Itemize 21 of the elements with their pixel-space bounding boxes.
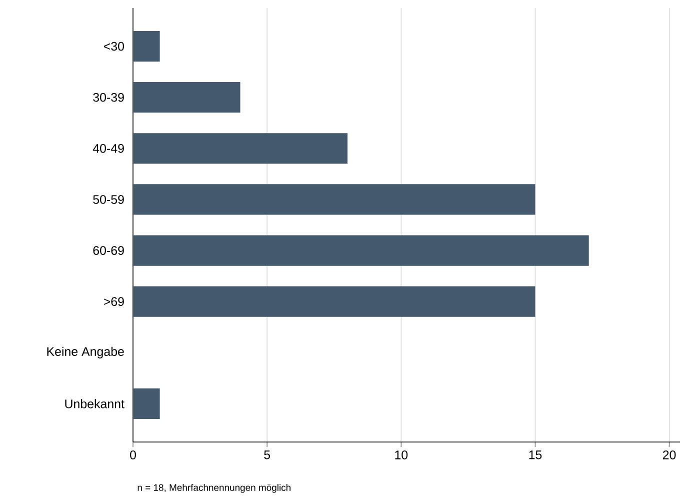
y-tick-label: Keine Angabe <box>47 346 124 358</box>
bar <box>133 30 160 62</box>
bar <box>133 388 160 420</box>
y-tick-label: <30 <box>104 42 124 51</box>
x-tick-label: 20 <box>662 450 676 460</box>
bar <box>133 82 240 113</box>
bar <box>133 133 348 164</box>
x-tick-label: 15 <box>529 450 542 460</box>
y-tick-label: 50-59 <box>93 195 124 204</box>
y-tick-label: 30-39 <box>93 92 124 102</box>
y-tick-label: >69 <box>104 297 124 306</box>
x-tick-label: 0 <box>130 450 136 460</box>
x-tick-label: 5 <box>264 450 270 460</box>
y-tick-label: 60-69 <box>93 246 124 255</box>
bar <box>133 235 589 266</box>
text: n = 18, Mehrfachnennungen möglich <box>138 484 290 493</box>
y-tick-label: 40-49 <box>92 144 124 153</box>
y-tick-label: Unbekannt <box>65 399 124 408</box>
x-tick-label: 10 <box>395 450 408 460</box>
bar <box>133 286 536 317</box>
bar <box>133 184 536 215</box>
